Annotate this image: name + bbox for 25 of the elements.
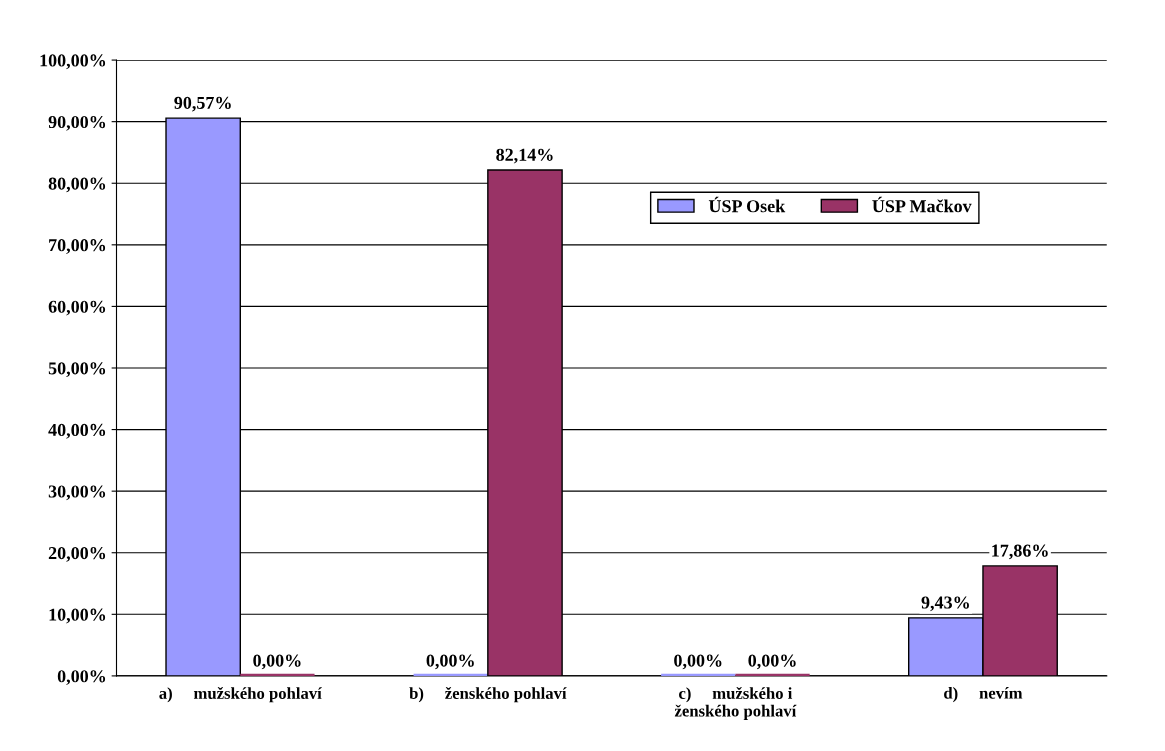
data-label: 9,43%: [921, 596, 969, 612]
legend-label: ÚSP Osek: [708, 196, 786, 213]
x-tick-label: d) nevím: [944, 687, 1023, 703]
data-label: 0,00%: [426, 654, 474, 670]
legend-label: ÚSP Mačkov: [872, 196, 972, 213]
data-label: 17,86%: [992, 544, 1048, 560]
x-tick-label: a) mužského pohlaví: [159, 687, 322, 703]
y-tick-label: 90,00%: [48, 115, 106, 131]
x-tick-label: c) mužského i ženského pohlaví: [674, 687, 797, 720]
y-tick-label: 60,00%: [48, 300, 106, 316]
data-label: 0,00%: [748, 654, 796, 670]
y-tick-label: 50,00%: [48, 362, 106, 378]
y-tick-label: 100,00%: [40, 54, 106, 70]
data-label: 0,00%: [674, 654, 722, 670]
y-tick-label: 30,00%: [48, 485, 106, 501]
data-label: 90,57%: [174, 96, 231, 112]
y-tick-label: 0,00%: [57, 670, 106, 685]
x-tick-label: b) ženského pohlaví: [409, 687, 567, 703]
y-tick-label: 10,00%: [49, 608, 106, 624]
data-label: 0,00%: [253, 654, 301, 670]
data-label: 82,14%: [496, 148, 553, 164]
y-tick-label: 70,00%: [49, 239, 106, 254]
y-tick-label: 40,00%: [48, 423, 106, 439]
y-tick-label: 80,00%: [48, 177, 106, 193]
y-tick-label: 20,00%: [48, 546, 106, 562]
